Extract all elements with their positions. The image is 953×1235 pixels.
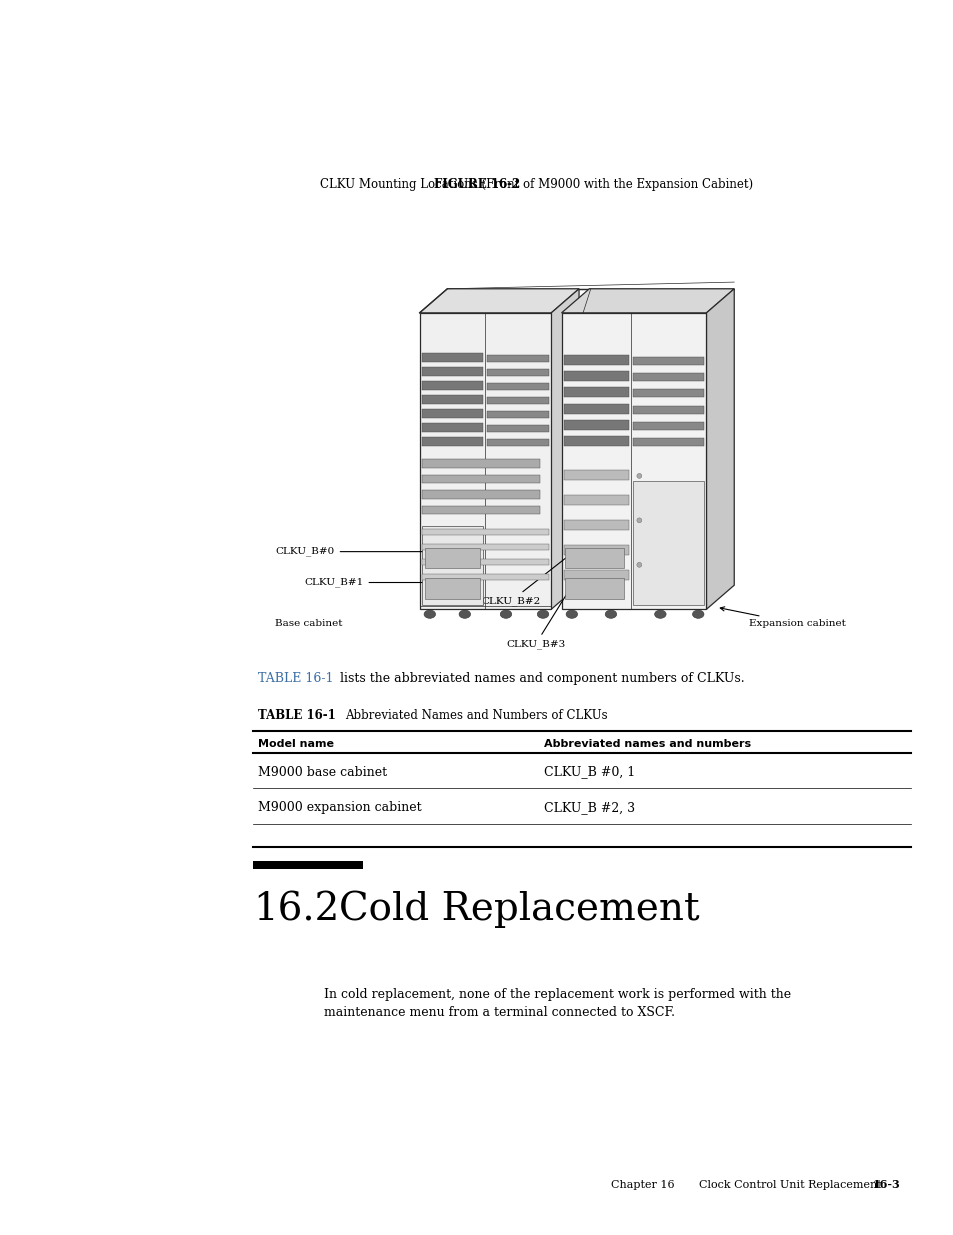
Text: TABLE 16-1: TABLE 16-1 xyxy=(257,672,333,684)
Text: 16-3: 16-3 xyxy=(872,1179,900,1191)
Ellipse shape xyxy=(604,610,616,619)
Bar xyxy=(421,367,483,377)
Text: FIGURE 16-2: FIGURE 16-2 xyxy=(434,178,519,191)
Bar xyxy=(421,545,549,550)
Text: CLKU_B#3: CLKU_B#3 xyxy=(505,585,571,650)
Polygon shape xyxy=(706,289,734,609)
Text: lists the abbreviated names and component numbers of CLKUs.: lists the abbreviated names and componen… xyxy=(335,672,743,684)
Bar xyxy=(421,490,539,499)
Bar xyxy=(424,578,479,599)
Text: Abbreviated names and numbers: Abbreviated names and numbers xyxy=(543,740,750,750)
Bar xyxy=(421,506,539,515)
Polygon shape xyxy=(561,289,734,312)
Bar xyxy=(563,545,628,555)
Text: CLKU_B#0: CLKU_B#0 xyxy=(275,547,430,557)
Ellipse shape xyxy=(424,610,436,619)
Bar xyxy=(563,520,628,530)
Bar xyxy=(421,530,549,535)
Text: In cold replacement, none of the replacement work is performed with the: In cold replacement, none of the replace… xyxy=(324,988,791,1000)
Bar xyxy=(424,547,479,568)
Polygon shape xyxy=(561,312,706,609)
Bar xyxy=(421,395,483,404)
Bar xyxy=(487,398,549,404)
Bar xyxy=(421,382,483,390)
Bar xyxy=(421,437,483,446)
Bar xyxy=(421,353,483,362)
Text: 16.2: 16.2 xyxy=(253,892,339,927)
Bar xyxy=(487,425,549,432)
Text: maintenance menu from a terminal connected to XSCF.: maintenance menu from a terminal connect… xyxy=(324,1007,675,1019)
Polygon shape xyxy=(419,312,551,609)
Text: Clock Control Unit Replacement: Clock Control Unit Replacement xyxy=(699,1181,882,1191)
Bar xyxy=(563,420,628,430)
Circle shape xyxy=(637,473,641,478)
Bar xyxy=(421,526,483,605)
Bar xyxy=(633,480,703,605)
Bar xyxy=(421,574,549,579)
Ellipse shape xyxy=(537,610,548,619)
Text: M9000 expansion cabinet: M9000 expansion cabinet xyxy=(257,800,421,814)
Ellipse shape xyxy=(692,610,703,619)
Bar xyxy=(563,404,628,414)
Text: TABLE 16-1: TABLE 16-1 xyxy=(257,709,335,721)
Text: CLKU_B #0, 1: CLKU_B #0, 1 xyxy=(543,766,635,778)
Text: Chapter 16: Chapter 16 xyxy=(610,1181,674,1191)
Ellipse shape xyxy=(499,610,511,619)
Ellipse shape xyxy=(654,610,665,619)
Bar xyxy=(633,389,703,398)
Bar xyxy=(564,578,623,599)
Bar xyxy=(421,424,483,432)
Bar xyxy=(487,411,549,419)
Text: CLKU_B#2: CLKU_B#2 xyxy=(480,555,570,606)
Bar xyxy=(487,356,549,362)
Text: M9000 base cabinet: M9000 base cabinet xyxy=(257,766,386,778)
Bar xyxy=(563,388,628,398)
Bar xyxy=(421,409,483,419)
Bar xyxy=(633,438,703,446)
Bar xyxy=(421,474,539,483)
Bar xyxy=(563,354,628,364)
Circle shape xyxy=(637,562,641,567)
Bar xyxy=(633,373,703,382)
Bar xyxy=(633,422,703,430)
Bar xyxy=(487,369,549,377)
Bar xyxy=(563,495,628,505)
Bar xyxy=(421,459,539,468)
Text: CLKU_B #2, 3: CLKU_B #2, 3 xyxy=(543,800,635,814)
Text: CLKU_B#1: CLKU_B#1 xyxy=(304,578,430,588)
Bar xyxy=(563,569,628,579)
Bar xyxy=(563,436,628,446)
Text: Base cabinet: Base cabinet xyxy=(275,619,342,629)
Bar xyxy=(633,357,703,364)
Text: CLKU Mounting Locations (Front of M9000 with the Expansion Cabinet): CLKU Mounting Locations (Front of M9000 … xyxy=(319,178,752,191)
Bar xyxy=(564,547,623,568)
Bar xyxy=(421,559,549,564)
Text: Expansion cabinet: Expansion cabinet xyxy=(720,606,845,629)
Bar xyxy=(633,405,703,414)
Ellipse shape xyxy=(458,610,470,619)
Polygon shape xyxy=(419,289,578,312)
Ellipse shape xyxy=(565,610,577,619)
Text: Abbreviated Names and Numbers of CLKUs: Abbreviated Names and Numbers of CLKUs xyxy=(345,709,607,721)
Circle shape xyxy=(637,517,641,522)
Bar xyxy=(487,438,549,446)
Bar xyxy=(563,370,628,382)
Polygon shape xyxy=(551,289,578,609)
Bar xyxy=(563,471,628,480)
Bar xyxy=(487,383,549,390)
Text: Cold Replacement: Cold Replacement xyxy=(338,890,699,927)
Text: Model name: Model name xyxy=(257,740,334,750)
